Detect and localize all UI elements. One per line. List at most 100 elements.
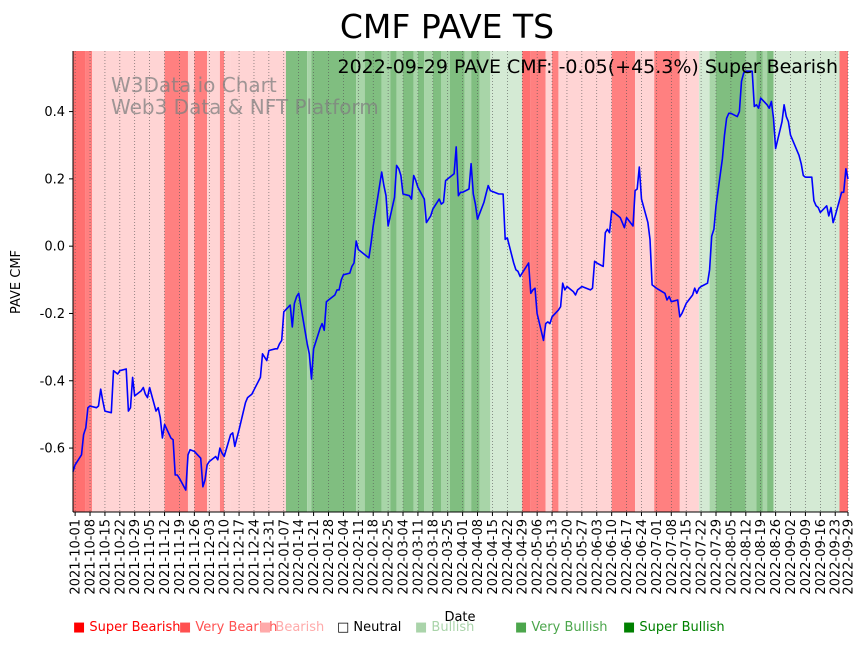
- regime-band-very-bullish: [403, 51, 414, 512]
- x-tick-label: 2022-02-11: [352, 519, 367, 595]
- x-tick-label: 2022-06-03: [590, 519, 605, 595]
- x-tick-label: 2022-04-08: [471, 519, 486, 595]
- x-tick-label: 2021-12-31: [262, 519, 277, 595]
- y-axis: -0.6 -0.4 -0.2 0.0 0.2 0.4: [40, 105, 73, 457]
- regime-band-super-bearish: [839, 51, 848, 512]
- x-tick-label: 2021-11-26: [188, 519, 203, 595]
- y-tick-label: -0.6: [40, 442, 65, 457]
- regime-band-bearish: [224, 51, 231, 512]
- x-tick-label: 2021-11-19: [173, 519, 188, 595]
- x-tick-label: 2021-10-08: [84, 519, 99, 595]
- series-line-pave-cmf: [72, 70, 849, 491]
- x-tick-label: 2022-03-25: [441, 519, 456, 595]
- x-tick-label: 2021-12-10: [218, 519, 233, 595]
- x-tick-label: 2022-05-20: [560, 519, 575, 595]
- latest-value-annotation: 2022-09-29 PAVE CMF: -0.05(+45.3%) Super…: [338, 56, 839, 78]
- x-tick-label: 2021-11-05: [143, 519, 158, 595]
- x-tick-label: 2022-05-06: [531, 519, 546, 595]
- regime-band-bearish: [207, 51, 220, 512]
- legend-item-super-bullish: ■ Super Bullish: [623, 620, 725, 635]
- x-tick-label: 2021-11-12: [158, 519, 173, 595]
- legend-item-very-bearish: ■ Very Bearish: [179, 620, 278, 635]
- regime-band-bearish: [558, 51, 612, 512]
- regime-band-bullish: [745, 51, 757, 512]
- x-tick-label: 2021-10-22: [113, 519, 128, 595]
- x-tick-label: 2022-08-05: [724, 519, 739, 595]
- x-tick-label: 2022-04-22: [501, 519, 516, 595]
- x-tick-label: 2022-08-12: [739, 519, 754, 595]
- regime-band-bearish: [635, 51, 655, 512]
- legend-item-very-bullish: ■ Very Bullish: [515, 620, 608, 635]
- x-tick-label: 2022-01-14: [292, 519, 307, 595]
- x-tick-label: 2021-12-03: [203, 519, 218, 595]
- regime-band-very-bullish: [756, 51, 763, 512]
- regime-band-very-bearish: [611, 51, 636, 512]
- regime-band-bullish: [479, 51, 491, 512]
- y-tick-label: -0.4: [40, 374, 65, 389]
- legend-item-super-bearish: ■ Super Bearish: [73, 620, 181, 635]
- regime-band-bearish: [92, 51, 165, 512]
- regime-bands: [73, 51, 848, 512]
- regime-band-bearish: [545, 51, 553, 512]
- chart-title: CMF PAVE TS: [340, 7, 554, 46]
- watermark-line-1: W3Data.io Chart: [111, 73, 277, 97]
- regime-band-bullish: [307, 51, 312, 512]
- regime-band-bullish: [441, 51, 450, 512]
- x-tick-label: 2022-06-10: [605, 519, 620, 595]
- x-tick-label: 2022-01-28: [322, 519, 337, 595]
- regime-band-bullish: [381, 51, 391, 512]
- x-tick-label: 2022-09-09: [799, 519, 814, 595]
- regime-band-bullish: [356, 51, 365, 512]
- legend-item-neutral: □ Neutral: [337, 620, 402, 635]
- regime-band-bullish: [424, 51, 433, 512]
- regime-band-bullish: [396, 51, 404, 512]
- x-tick-label: 2022-07-22: [695, 519, 710, 595]
- x-tick-label: 2021-10-29: [128, 519, 143, 595]
- regime-band-bullish: [709, 51, 716, 512]
- x-tick-label: 2022-03-11: [411, 519, 426, 595]
- legend-item-bullish: ■ Bullish: [415, 620, 475, 635]
- x-tick-label: 2021-10-15: [98, 519, 113, 595]
- regime-band-very-bearish: [530, 51, 546, 512]
- regime-band-bullish: [464, 51, 472, 512]
- regime-band-neutral: [773, 51, 840, 512]
- y-tick-label: 0.4: [44, 105, 65, 120]
- x-tick-label: 2022-04-15: [486, 519, 501, 595]
- x-tick-label: 2022-08-26: [769, 519, 784, 595]
- regime-band-very-bullish: [432, 51, 442, 512]
- regime-band-very-bearish: [164, 51, 188, 512]
- regime-band-very-bullish: [364, 51, 382, 512]
- x-tick-label: 2022-09-16: [814, 519, 829, 595]
- regime-band-very-bullish: [767, 51, 774, 512]
- x-tick-label: 2022-01-07: [277, 519, 292, 595]
- regime-band-super-bearish: [73, 51, 86, 512]
- x-tick-label: 2022-02-25: [382, 519, 397, 595]
- x-tick-label: 2022-06-24: [635, 519, 650, 595]
- y-axis-label: PAVE CMF: [9, 250, 24, 314]
- x-axis: 2021-10-01 2021-10-08 2021-10-15 2021-10-22…: [69, 512, 857, 595]
- x-tick-label: 2021-12-17: [233, 519, 248, 595]
- legend-item-bearish: ■ Bearish: [259, 620, 325, 635]
- regime-band-bullish: [413, 51, 418, 512]
- x-tick-label: 2022-07-29: [709, 519, 724, 595]
- regime-band-neutral: [698, 51, 710, 512]
- regime-band-bearish: [187, 51, 195, 512]
- y-tick-label: 0.0: [44, 240, 65, 255]
- x-tick-label: 2022-03-18: [426, 519, 441, 595]
- regime-band-very-bearish: [194, 51, 208, 512]
- x-tick-label: 2022-04-01: [456, 519, 471, 595]
- y-tick-label: 0.2: [44, 172, 65, 187]
- x-tick-label: 2022-03-04: [397, 519, 412, 595]
- x-tick-label: 2022-09-02: [784, 519, 799, 595]
- x-tick-label: 2022-09-23: [829, 519, 844, 595]
- x-tick-label: 2022-09-29: [842, 519, 857, 595]
- x-tick-label: 2022-01-21: [307, 519, 322, 595]
- x-tick-label: 2022-08-19: [754, 519, 769, 595]
- x-tick-label: 2022-02-18: [367, 519, 382, 595]
- x-axis-label: Date: [444, 610, 475, 625]
- regime-band-very-bearish: [552, 51, 559, 512]
- x-tick-label: 2022-06-17: [620, 519, 635, 595]
- x-tick-label: 2022-04-29: [516, 519, 531, 595]
- x-tick-label: 2022-07-08: [665, 519, 680, 595]
